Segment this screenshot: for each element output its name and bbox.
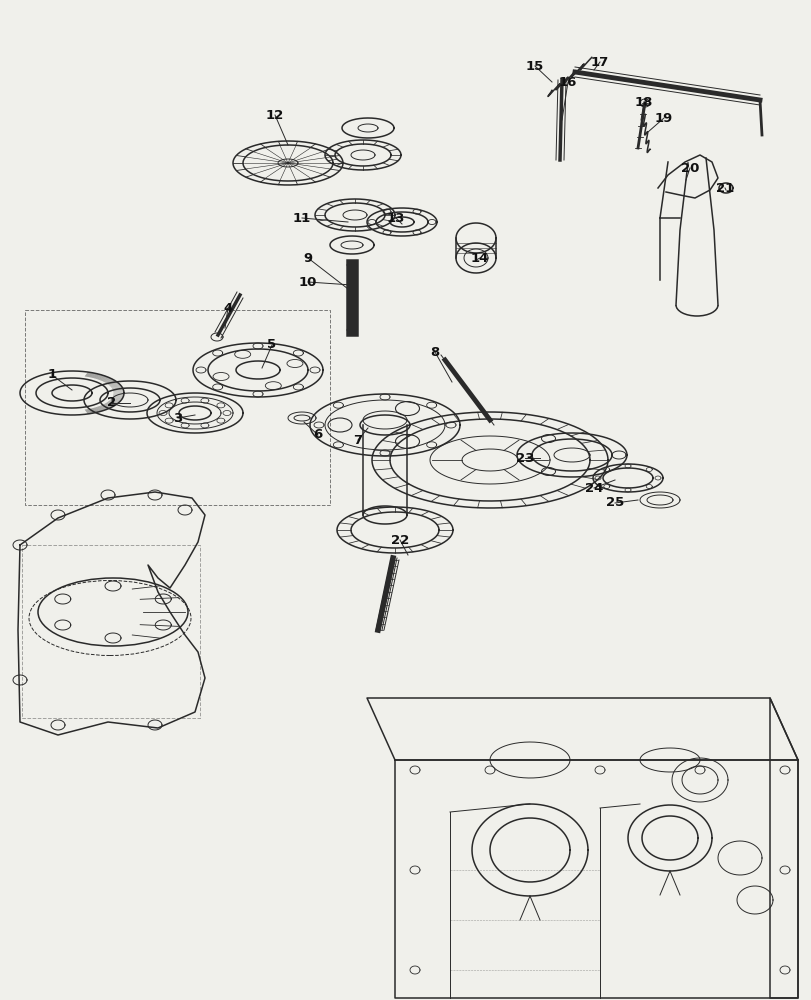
Text: 15: 15 [526,60,543,73]
Text: 13: 13 [386,212,405,225]
Text: 21: 21 [715,182,733,195]
Text: 6: 6 [313,428,322,442]
Text: 22: 22 [390,534,409,546]
Text: 14: 14 [470,251,488,264]
Text: 1: 1 [47,368,57,381]
Text: 19: 19 [654,112,672,125]
Text: 25: 25 [605,496,624,510]
Text: 7: 7 [353,434,363,446]
Text: 11: 11 [293,212,311,225]
Text: 5: 5 [267,338,277,352]
Text: 8: 8 [430,346,439,359]
Text: 4: 4 [223,302,232,314]
Text: 23: 23 [515,452,534,464]
Text: 9: 9 [303,251,312,264]
Text: 2: 2 [107,396,117,410]
Text: 16: 16 [558,76,577,89]
Text: 20: 20 [680,162,698,175]
Text: 18: 18 [634,96,652,109]
Text: 10: 10 [298,275,317,288]
Text: 17: 17 [590,56,608,69]
Text: 24: 24 [584,482,603,494]
Text: 3: 3 [174,412,182,424]
Text: 12: 12 [265,109,284,122]
